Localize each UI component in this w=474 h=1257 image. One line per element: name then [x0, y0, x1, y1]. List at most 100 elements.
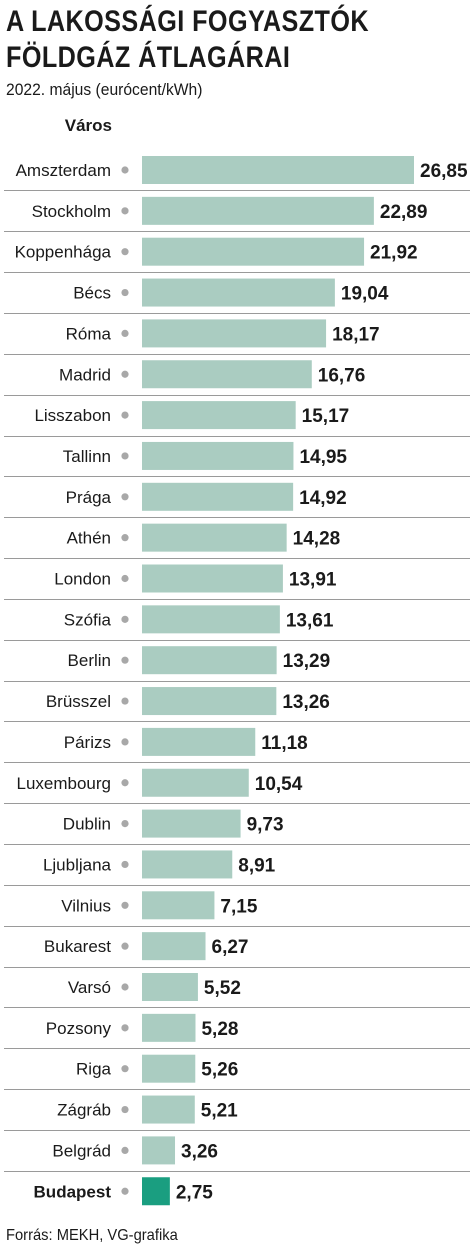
value-label-becs: 19,04	[341, 284, 389, 305]
bullet-dot	[121, 1146, 129, 1154]
bullet-dot	[121, 1024, 129, 1032]
bar-madrid	[142, 360, 312, 389]
category-label-bukarest: Bukarest	[44, 937, 111, 956]
bar-lisszabon	[142, 401, 296, 430]
chart-title-line-1: A LAKOSSÁGI FOGYASZTÓK	[6, 5, 370, 38]
bar-belgrad	[142, 1136, 176, 1165]
chart-title: A LAKOSSÁGI FOGYASZTÓK FÖLDGÁZ ÁTLAGÁRAI	[6, 4, 369, 76]
bullet-dot	[121, 288, 129, 297]
category-label-tallinn: Tallinn	[63, 447, 111, 466]
bullet-dot	[121, 738, 129, 746]
bullet-dot	[121, 656, 129, 664]
bar-stockholm	[142, 196, 374, 225]
bullet-dot	[121, 207, 129, 215]
bar-amszterdam	[142, 156, 414, 184]
value-label-amszterdam: 26,85	[420, 161, 468, 182]
value-label-vilnius: 7,15	[220, 896, 257, 917]
category-label-becs: Bécs	[73, 284, 111, 303]
category-label-madrid: Madrid	[59, 365, 111, 384]
value-label-belgrad: 3,26	[181, 1141, 218, 1162]
bar-praga	[142, 482, 294, 511]
bullet-dot	[121, 1187, 129, 1195]
bar-parizs	[142, 727, 256, 756]
bar-szofia	[142, 605, 280, 634]
value-label-budapest: 2,75	[176, 1182, 213, 1203]
bullet-dot	[121, 411, 129, 419]
bullet-dot	[121, 574, 129, 583]
value-label-koppenhaga: 21,92	[370, 243, 418, 264]
value-label-lisszabon: 15,17	[302, 406, 350, 427]
category-label-zagrab: Zágráb	[57, 1101, 111, 1120]
value-label-london: 13,91	[289, 570, 337, 591]
category-label-belgrad: Belgrád	[52, 1141, 111, 1160]
bar-budapest	[142, 1177, 170, 1206]
value-label-stockholm: 22,89	[380, 202, 428, 223]
category-label-pozsony: Pozsony	[46, 1019, 112, 1038]
category-label-szofia: Szófia	[64, 610, 112, 629]
category-label-budapest: Budapest	[34, 1182, 112, 1201]
category-label-luxembourg: Luxembourg	[16, 774, 111, 793]
value-label-berlin: 13,29	[283, 651, 331, 672]
value-label-roma: 18,17	[332, 324, 380, 345]
value-label-brusszel: 13,26	[282, 692, 330, 713]
bullet-dot	[121, 860, 129, 869]
source-note: Forrás: MEKH, VG-grafika	[6, 1227, 178, 1244]
bar-becs	[142, 278, 335, 307]
bullet-dot	[121, 901, 129, 909]
value-label-pozsony: 5,28	[201, 1019, 238, 1040]
category-label-lisszabon: Lisszabon	[34, 406, 111, 425]
category-label-koppenhaga: Koppenhága	[15, 243, 112, 262]
bar-berlin	[142, 646, 277, 675]
category-label-varso: Varsó	[68, 978, 111, 997]
value-label-bukarest: 6,27	[212, 937, 249, 958]
value-label-szofia: 13,61	[286, 610, 334, 631]
value-label-varso: 5,52	[204, 978, 241, 999]
value-label-madrid: 16,76	[318, 365, 366, 386]
value-label-luxembourg: 10,54	[255, 774, 303, 795]
category-label-roma: Róma	[66, 324, 112, 343]
bar-zagrab	[142, 1095, 195, 1124]
bar-luxembourg	[142, 768, 249, 797]
category-label-dublin: Dublin	[63, 815, 111, 834]
bar-koppenhaga	[142, 237, 365, 266]
bullet-dot	[121, 615, 129, 623]
value-label-riga: 5,26	[201, 1060, 238, 1081]
bar-pozsony	[142, 1013, 196, 1042]
bullet-dot	[121, 942, 129, 950]
bullet-dot	[121, 493, 129, 501]
category-axis-header: Város	[64, 116, 112, 135]
bar-varso	[142, 973, 198, 1001]
bullet-dot	[121, 452, 129, 460]
category-label-stockholm: Stockholm	[32, 202, 111, 221]
bullet-dot	[121, 697, 129, 705]
bullet-dot	[121, 779, 129, 787]
value-label-athen: 14,28	[293, 529, 341, 550]
bar-bukarest	[142, 932, 206, 961]
value-label-tallinn: 14,95	[299, 447, 347, 468]
category-label-athen: Athén	[67, 529, 111, 548]
bar-roma	[142, 319, 327, 348]
bar-athen	[142, 523, 287, 552]
value-label-praga: 14,92	[299, 488, 347, 509]
chart-title-line-2: FÖLDGÁZ ÁTLAGÁRAI	[6, 41, 291, 74]
bar-tallinn	[142, 441, 294, 470]
value-label-parizs: 11,18	[261, 733, 308, 754]
bullet-dot	[121, 983, 129, 991]
chart-subtitle: 2022. május (eurócent/kWh)	[6, 80, 203, 99]
bullet-dot	[121, 534, 129, 542]
category-label-vilnius: Vilnius	[61, 896, 111, 915]
bullet-dot	[121, 248, 129, 256]
bar-brusszel	[142, 687, 277, 716]
bullet-dot	[121, 166, 129, 174]
category-label-riga: Riga	[76, 1060, 112, 1079]
bar-riga	[142, 1054, 196, 1083]
value-label-ljubljana: 8,91	[238, 855, 275, 876]
bullet-dot	[121, 329, 129, 337]
bar-london	[142, 564, 283, 593]
category-label-ljubljana: Ljubljana	[43, 855, 112, 874]
bullet-dot	[121, 1105, 129, 1114]
category-label-brusszel: Brüsszel	[46, 692, 111, 711]
category-label-parizs: Párizs	[64, 733, 111, 752]
category-label-praga: Prága	[66, 488, 112, 507]
